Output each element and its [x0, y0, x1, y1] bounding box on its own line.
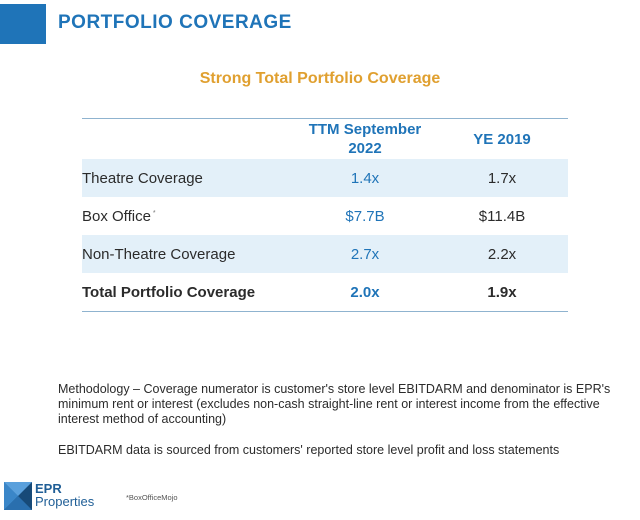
epr-logo: EPR Properties: [4, 480, 114, 514]
table-row-theatre: Theatre Coverage 1.4x 1.7x: [82, 159, 568, 197]
data-source-note: EBITDARM data is sourced from customers'…: [58, 443, 560, 457]
ye-value: 2.2x: [436, 235, 568, 273]
table-row-non-theatre: Non-Theatre Coverage 2.7x 2.2x: [82, 235, 568, 273]
ttm-value: 2.0x: [350, 283, 380, 301]
ttm-value: $7.7B: [345, 207, 385, 225]
ye-value: 1.9x: [487, 283, 517, 301]
row-label: Non-Theatre Coverage: [82, 235, 294, 273]
ttm-value: 1.4x: [294, 159, 436, 197]
table-header-row: TTM September 2022 YE 2019: [82, 119, 568, 160]
ye-value: $11.4B: [478, 207, 526, 225]
ttm-value: 2.7x: [294, 235, 436, 273]
logo-text-properties: Properties: [35, 494, 95, 509]
table-row-box-office: Box Office * $7.7B $11.4B: [82, 197, 568, 235]
row-label: Box Office: [82, 207, 151, 225]
ye-value: 1.7x: [436, 159, 568, 197]
table-row-total: Total Portfolio Coverage 2.0x 1.9x: [82, 273, 568, 312]
header-accent-block: [0, 4, 46, 44]
coverage-table: TTM September 2022 YE 2019 Theatre Cover…: [82, 118, 568, 312]
footnote-marker: *: [152, 209, 156, 217]
methodology-note: Methodology – Coverage numerator is cust…: [58, 382, 611, 426]
row-label-cell: Box Office *: [82, 197, 294, 235]
table-subtitle: Strong Total Portfolio Coverage: [199, 70, 441, 87]
box-office-source-note: *BoxOfficeMojo: [126, 493, 178, 502]
column-header-label: [82, 119, 294, 160]
row-label: Theatre Coverage: [82, 159, 294, 197]
column-header-ye: YE 2019: [473, 130, 531, 148]
row-label: Total Portfolio Coverage: [82, 283, 256, 301]
column-header-ttm: TTM September 2022: [308, 121, 422, 157]
logo-text-epr: EPR: [35, 481, 62, 496]
epr-logo-mark-icon: [4, 482, 32, 510]
page-title: PORTFOLIO COVERAGE: [58, 12, 292, 33]
